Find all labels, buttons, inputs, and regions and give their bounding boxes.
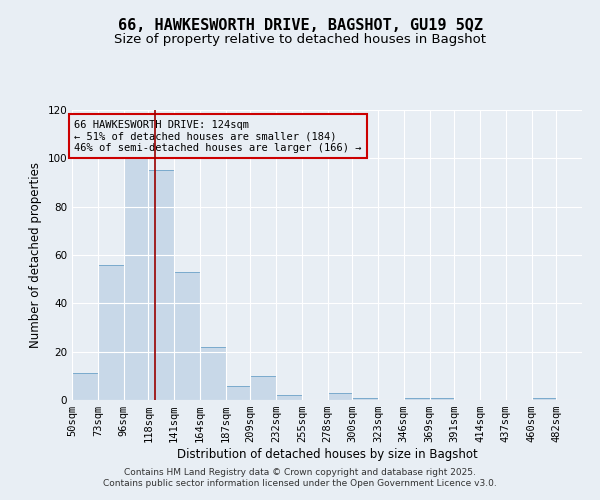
- Bar: [72, 374, 98, 400]
- Bar: [148, 170, 174, 400]
- Text: 66, HAWKESWORTH DRIVE, BAGSHOT, GU19 5QZ: 66, HAWKESWORTH DRIVE, BAGSHOT, GU19 5QZ: [118, 18, 482, 32]
- Bar: [226, 386, 250, 400]
- Bar: [430, 398, 454, 400]
- Bar: [532, 398, 556, 400]
- X-axis label: Distribution of detached houses by size in Bagshot: Distribution of detached houses by size …: [176, 448, 478, 461]
- Text: 66 HAWKESWORTH DRIVE: 124sqm
← 51% of detached houses are smaller (184)
46% of s: 66 HAWKESWORTH DRIVE: 124sqm ← 51% of de…: [74, 120, 362, 153]
- Bar: [250, 376, 276, 400]
- Bar: [200, 347, 226, 400]
- Bar: [352, 398, 378, 400]
- Text: Size of property relative to detached houses in Bagshot: Size of property relative to detached ho…: [114, 32, 486, 46]
- Text: Contains HM Land Registry data © Crown copyright and database right 2025.
Contai: Contains HM Land Registry data © Crown c…: [103, 468, 497, 487]
- Bar: [98, 264, 124, 400]
- Bar: [174, 272, 200, 400]
- Bar: [328, 393, 352, 400]
- Bar: [124, 156, 148, 400]
- Y-axis label: Number of detached properties: Number of detached properties: [29, 162, 42, 348]
- Bar: [404, 398, 430, 400]
- Bar: [276, 395, 302, 400]
